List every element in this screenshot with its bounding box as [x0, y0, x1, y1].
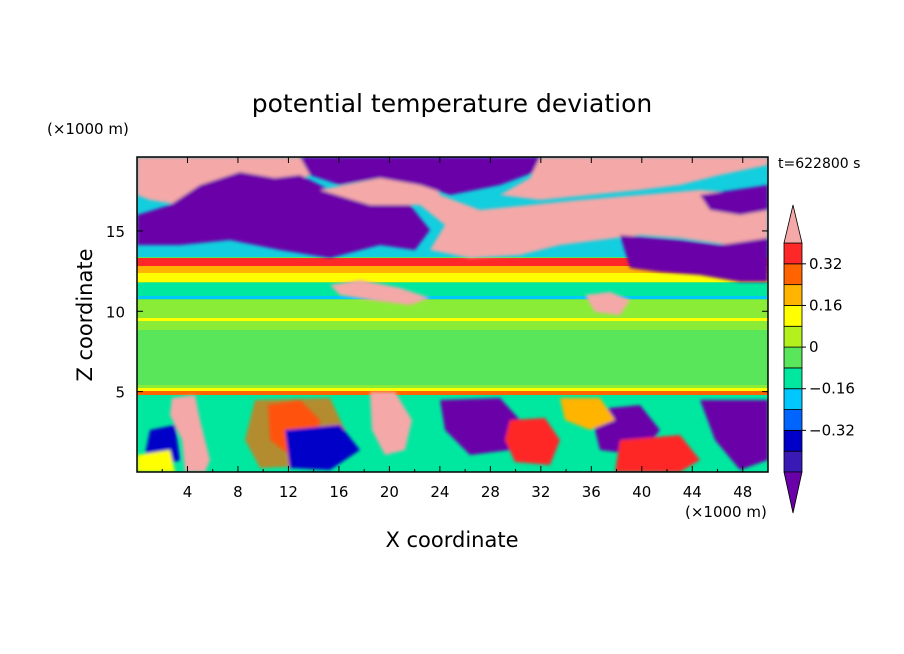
colorbar-segment: [783, 429, 803, 452]
colorbar-tick-label: 0.32: [809, 255, 842, 273]
band-orange: [137, 266, 768, 273]
x-axis: 4 8 12 16 20 24 28 32 36 40 44 48: [161, 157, 752, 501]
x-tick-label: 40: [632, 483, 651, 501]
lower-orange-zone-2: [560, 398, 615, 430]
colorbar-tick-label: −0.16: [809, 380, 855, 398]
colorbar-tick-label: 0.16: [809, 296, 842, 314]
y-axis-title: Z coordinate: [73, 248, 97, 381]
x-tick-label: 12: [279, 483, 298, 501]
lower-yellow-zone: [137, 450, 175, 472]
x-tick-label: 20: [380, 483, 399, 501]
colorbar-segment: [783, 242, 803, 265]
band-orange-low: [137, 391, 768, 395]
band-mid-green: [137, 330, 768, 385]
y-unit-label: (×1000 m): [47, 120, 129, 138]
x-tick-label: 48: [733, 483, 752, 501]
heatmap-field: [137, 157, 768, 472]
lower-pink-plume-1: [170, 395, 210, 472]
colorbar-segment: [783, 388, 803, 410]
colorbar-extend-bottom: [783, 471, 803, 514]
lower-red-plume-2: [505, 418, 560, 465]
x-tick-label: 44: [683, 483, 702, 501]
y-axis: 5 10 15: [106, 223, 768, 402]
colorbar-segment: [783, 263, 803, 286]
upper-pink-blob-2: [320, 175, 768, 258]
x-axis-title: X coordinate: [385, 528, 518, 552]
y-tick-label: 15: [106, 223, 125, 241]
plot-frame: [136, 156, 769, 473]
band-red: [137, 258, 768, 266]
x-tick-label: 4: [183, 483, 193, 501]
colorbar-segment: [783, 409, 803, 431]
colorbar-segment: [783, 284, 803, 306]
x-tick-label: 24: [430, 483, 449, 501]
upper-purple-blob-2: [300, 157, 560, 195]
band-yellow-low: [137, 388, 768, 392]
upper-purple-blob-3: [620, 235, 768, 282]
lower-red-plume-3: [615, 435, 700, 472]
y-tick-label: 5: [115, 384, 125, 402]
colorbar-segment: [783, 325, 803, 348]
y-tick-label: 10: [106, 303, 125, 321]
time-label: t=622800 s: [778, 156, 860, 172]
band-yellow: [137, 273, 768, 282]
band-cyan-thin: [137, 296, 768, 299]
x-tick-label: 28: [481, 483, 500, 501]
x-tick-label: 32: [531, 483, 550, 501]
colorbar-segment: [783, 367, 803, 390]
upper-purple-blob-4: [700, 185, 768, 215]
colorbar: 0.32 0.16 0 −0.16 −0.32: [783, 204, 855, 514]
colorbar-tick-label: −0.32: [809, 421, 855, 439]
colorbar-segment: [783, 305, 803, 327]
upper-purple-blob-1: [137, 172, 430, 258]
colorbar-segment: [783, 450, 803, 473]
colorbar-extend-top: [783, 204, 803, 244]
upper-pink-blob-5: [585, 292, 630, 315]
band-green: [137, 318, 768, 321]
x-tick-label: 16: [329, 483, 348, 501]
lower-pink-plume-2: [370, 392, 412, 455]
x-tick-label: 8: [233, 483, 243, 501]
x-unit-label: (×1000 m): [685, 503, 767, 521]
lower-purple-blob-3: [700, 400, 768, 470]
upper-pink-blob-3: [500, 157, 768, 200]
upper-pink-blob-4: [330, 280, 430, 305]
lower-purple-blob-1: [440, 398, 520, 455]
band-cyan: [137, 283, 768, 297]
colorbar-segment: [783, 346, 803, 369]
x-tick-label: 36: [582, 483, 601, 501]
colorbar-tick-label: 0: [809, 338, 819, 356]
lower-blue-blob-1: [285, 425, 360, 470]
chart-title: potential temperature deviation: [252, 89, 652, 118]
